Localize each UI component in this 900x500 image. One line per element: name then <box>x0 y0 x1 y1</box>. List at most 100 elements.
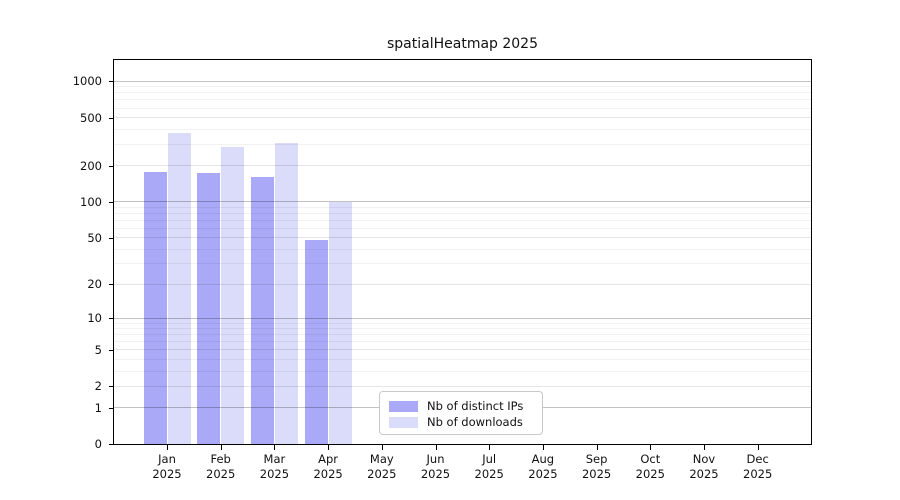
year-label: 2025 <box>259 467 290 481</box>
y-axis-tick-label: 100 <box>80 194 102 209</box>
gridline-major <box>114 237 811 239</box>
legend-swatch <box>389 416 418 428</box>
gridline-major <box>114 385 811 387</box>
x-axis-tick-mark <box>489 445 491 450</box>
year-label: 2025 <box>206 467 236 481</box>
x-axis-tick-mark <box>381 445 383 450</box>
x-axis-tick-label-apr: Apr 2025 <box>300 452 356 482</box>
y-axis-tick-mark <box>109 237 113 239</box>
gridline-minor <box>114 328 811 330</box>
x-axis-tick-mark <box>650 445 652 450</box>
x-axis-tick-label-jan: Jan 2025 <box>139 452 195 482</box>
x-axis-tick-label-dec: Dec 2025 <box>730 452 786 482</box>
gridline-major <box>114 117 811 119</box>
year-label: 2025 <box>152 467 182 481</box>
gridline-minor <box>114 322 811 324</box>
month-label: Jun <box>426 452 445 466</box>
y-axis-tick-mark <box>109 407 113 409</box>
gridline-minor <box>114 370 811 372</box>
y-axis-tick-mark <box>109 386 113 388</box>
bar-apr-nb-of-downloads <box>328 201 352 444</box>
year-label: 2025 <box>581 467 612 481</box>
bar-jan-nb-of-distinct-ips <box>143 172 167 444</box>
y-axis-tick-mark <box>109 165 113 167</box>
bar-feb-nb-of-downloads <box>221 147 245 444</box>
x-axis-tick-label-may: May 2025 <box>354 452 410 482</box>
year-label: 2025 <box>743 467 773 481</box>
bar-jan-nb-of-downloads <box>167 133 191 444</box>
gridline-minor <box>114 334 811 336</box>
year-label: 2025 <box>528 467 558 481</box>
gridline-minor <box>114 227 811 229</box>
y-axis-tick-mark <box>109 349 113 351</box>
y-axis-tick-label: 200 <box>80 158 102 173</box>
gridline-decade <box>114 201 811 203</box>
y-axis-tick-label: 20 <box>87 277 102 292</box>
year-label: 2025 <box>420 467 451 481</box>
x-axis-tick-label-jul: Jul 2025 <box>461 452 517 482</box>
gridline-minor <box>114 206 811 208</box>
x-axis-tick-label-jun: Jun 2025 <box>408 452 464 482</box>
gridline-minor <box>114 107 811 109</box>
gridline-minor <box>114 128 811 130</box>
year-label: 2025 <box>635 467 665 481</box>
month-label: Apr <box>318 452 339 466</box>
gridline-decade <box>114 80 811 82</box>
year-label: 2025 <box>474 467 504 481</box>
gridline-minor <box>114 219 811 221</box>
y-axis-tick-label: 50 <box>87 230 102 245</box>
legend-swatch <box>389 400 418 412</box>
month-label: Sep <box>585 452 608 466</box>
x-axis-tick-label-mar: Mar 2025 <box>246 452 302 482</box>
gridline-minor <box>114 212 811 214</box>
year-label: 2025 <box>367 467 397 481</box>
x-axis-tick-mark <box>274 445 276 450</box>
y-axis-tick-label: 2 <box>94 379 102 394</box>
x-axis-tick-label-sep: Sep 2025 <box>569 452 625 482</box>
legend: Nb of distinct IPs Nb of downloads <box>379 391 543 435</box>
gridline-major <box>114 283 811 285</box>
y-axis-tick-mark <box>109 318 113 320</box>
month-label: Aug <box>531 452 555 466</box>
x-axis-tick-label-oct: Oct 2025 <box>622 452 678 482</box>
x-axis-tick-mark <box>757 445 759 450</box>
y-axis-tick-label: 1 <box>94 400 102 415</box>
month-label: Jul <box>482 452 497 466</box>
month-label: Jan <box>158 452 176 466</box>
gridline-minor <box>114 99 811 101</box>
gridline-minor <box>114 248 811 250</box>
bar-mar-nb-of-downloads <box>274 143 298 444</box>
y-axis-tick-label: 5 <box>94 342 102 357</box>
legend-label: Nb of downloads <box>427 415 523 429</box>
gridline-major <box>114 165 811 167</box>
x-axis-tick-mark <box>596 445 598 450</box>
gridline-minor <box>114 143 811 145</box>
gridline-minor <box>114 92 811 94</box>
x-axis-tick-mark <box>328 445 330 450</box>
gridline-decade <box>114 317 811 319</box>
bar-apr-nb-of-distinct-ips <box>304 239 328 444</box>
x-axis-tick-mark <box>704 445 705 450</box>
gridline-minor <box>114 263 811 265</box>
bar-mar-nb-of-distinct-ips <box>250 176 274 444</box>
x-axis-tick-label-aug: Aug 2025 <box>515 452 571 482</box>
chart-title: spatialHeatmap 2025 <box>387 36 538 52</box>
year-label: 2025 <box>689 467 719 481</box>
x-axis-tick-mark <box>542 445 544 450</box>
y-axis-tick-mark <box>109 444 113 445</box>
month-label: Nov <box>692 452 716 466</box>
y-axis-tick-mark <box>109 81 113 83</box>
gridline-major <box>114 349 811 351</box>
x-axis-tick-mark <box>220 445 222 450</box>
month-label: Mar <box>263 452 286 466</box>
y-axis-tick-label: 0 <box>94 437 102 451</box>
legend-label: Nb of distinct IPs <box>427 399 524 413</box>
month-label: May <box>369 452 394 466</box>
x-axis-tick-mark <box>167 445 168 450</box>
y-axis-tick-label: 10 <box>87 311 102 326</box>
x-axis-tick-label-nov: Nov 2025 <box>676 452 732 482</box>
legend-row-nb-of-downloads: Nb of downloads <box>389 414 533 430</box>
month-label: Feb <box>210 452 231 466</box>
y-axis-tick-mark <box>109 201 113 203</box>
